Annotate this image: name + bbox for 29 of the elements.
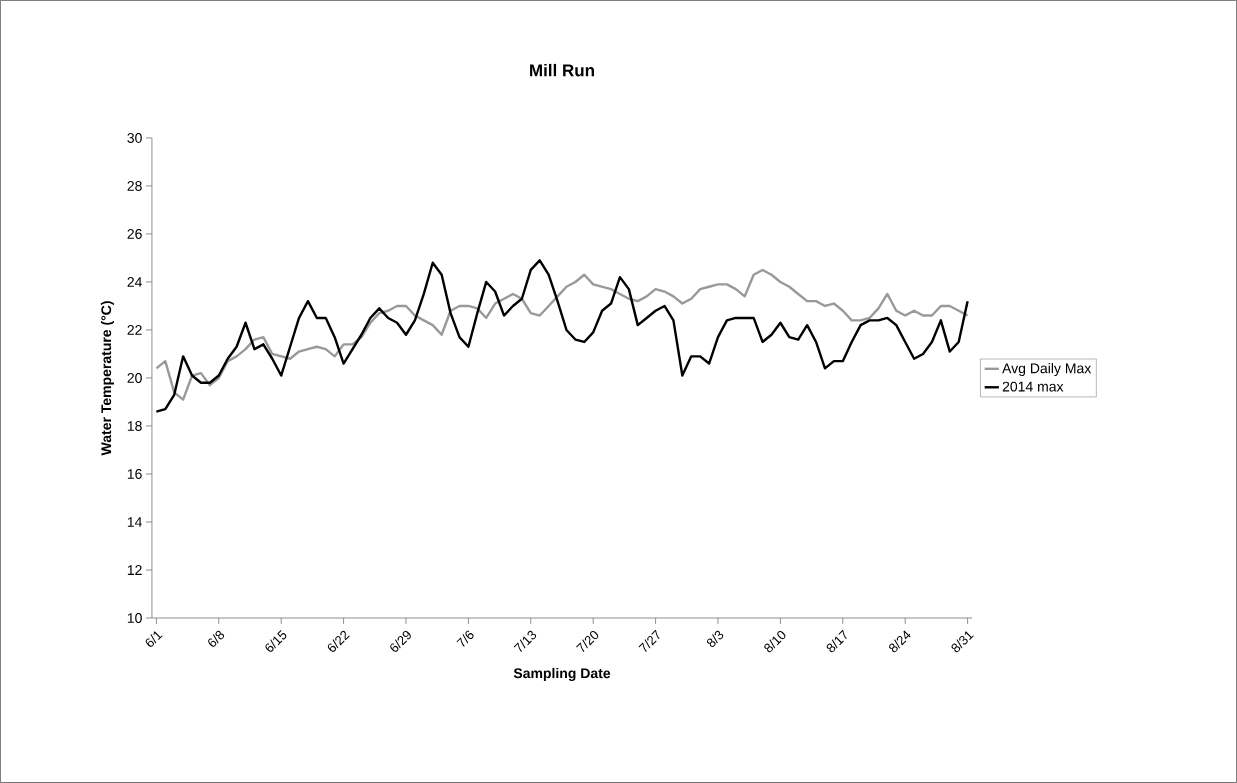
x-tick-label: 6/22 [327, 630, 350, 652]
legend-label: Avg Daily Max [1002, 363, 1092, 377]
y-tick-label: 28 [127, 180, 142, 191]
legend-label: 2014 max [1002, 381, 1064, 392]
y-tick-label: 30 [127, 132, 142, 143]
chart-title: Mill Run [530, 63, 594, 77]
x-tick-label: 7/13 [513, 630, 537, 652]
y-tick-label: 24 [127, 277, 142, 287]
x-tick-label: 8/3 [706, 630, 724, 648]
x-tick-label: 6/8 [208, 630, 225, 647]
y-tick-label: 16 [127, 469, 142, 479]
x-tick-label: 8/31 [951, 631, 974, 653]
x-tick-label: 8/17 [826, 629, 847, 653]
y-tick-label: 14 [127, 517, 142, 527]
y-tick-label: 22 [127, 325, 142, 335]
y-tick-label: 12 [127, 565, 142, 575]
x-tick-label: 7/27 [638, 629, 660, 652]
x-tick-label: 7/6 [456, 630, 474, 647]
y-tick-label: 20 [127, 373, 142, 383]
x-tick-label: 8/10 [764, 630, 786, 653]
y-tick-label: 18 [127, 421, 142, 431]
x-tick-label: 6/15 [265, 630, 287, 652]
x-tick-label: 7/20 [576, 630, 599, 652]
x-axis-title: Sampling Date [513, 667, 611, 682]
y-axis-title: Water Temperature (°C) [100, 301, 114, 456]
y-tick-label: 10 [127, 613, 142, 623]
x-tick-label: 6/29 [390, 630, 411, 652]
y-tick-label: 26 [127, 229, 142, 239]
x-tick-label: 6/1 [145, 631, 163, 647]
